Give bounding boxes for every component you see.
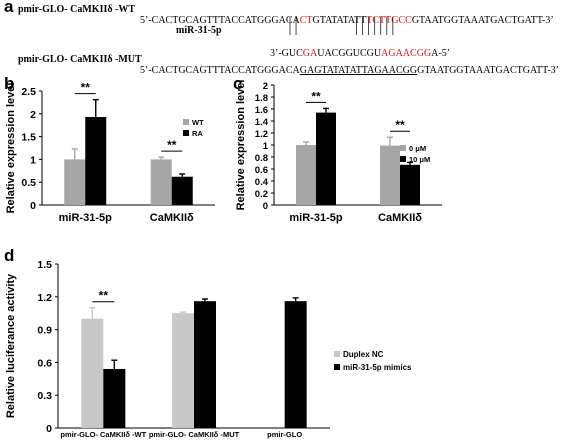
mut-seq-part-1: 5’-CACTGCAGTTTACCATGGGACA — [140, 65, 300, 76]
y-tick-label: 1.2 — [255, 129, 268, 140]
y-tick-label: 2 — [30, 109, 36, 121]
panel-label-b: b — [4, 74, 15, 93]
bar-0-μm — [380, 145, 400, 205]
mir-seq-part-1: 3’-GUC — [270, 48, 303, 59]
y-axis-title: Relative luciferance activity — [5, 273, 17, 418]
wt-sequence: 5’-CACTGCAGTTTACCATGGGACACTGTATATATTTCTT… — [135, 4, 554, 26]
y-tick-label: 1.8 — [255, 93, 268, 104]
significance-label: ** — [395, 118, 405, 132]
mut-seq-part-3: GTAATGGTAAATGACTGATT-3’ — [417, 65, 560, 76]
y-axis-title: Relative expression level — [235, 80, 247, 210]
legend-label: 10 μM — [409, 155, 430, 164]
y-tick-label: 2.5 — [21, 86, 36, 98]
legend-swatch — [400, 145, 406, 151]
wt-seq-part-1: 5’-CACTGCAGTTTACCATGGGACA — [140, 15, 300, 26]
y-tick-label: 2 — [263, 81, 268, 92]
y-tick-label: 1 — [30, 154, 36, 166]
pairing-lines — [289, 17, 394, 35]
x-tick-label: pmir-GLO- CaMKIIδ -WT — [60, 430, 146, 439]
bar-ra — [171, 176, 193, 205]
legend-label: miR-31-5p mimics — [343, 363, 412, 372]
bar-10-μm — [400, 164, 420, 205]
y-tick-label: 0.5 — [21, 177, 36, 189]
bar-0-μm — [296, 145, 316, 205]
bar-duplex-nc — [81, 318, 104, 428]
x-tick-label: CaMKIIδ — [378, 212, 422, 224]
mut-seq-part-2: GAGTATATATTAGAACGG — [299, 65, 418, 76]
mirna-sequence: 3’-GUCGAUACGGUCGUAGAACGGA-5’ — [265, 37, 450, 59]
y-tick-label: 1.6 — [255, 105, 268, 116]
y-tick-label: 1.5 — [21, 132, 36, 144]
x-tick-label: pmir-GLO — [267, 430, 302, 439]
legend-label: WT — [192, 118, 204, 127]
wt-seq-part-5: GTAATGGTAAATGACTGATT-3’ — [411, 15, 554, 26]
chart-b: 0 0.5 1 1.5 2 2.5 Relative expression level ** m… — [5, 81, 215, 224]
panel-label-c: c — [233, 74, 243, 93]
bar-wt — [150, 159, 172, 205]
legend-swatch — [183, 119, 189, 125]
y-tick-label: 1.5 — [37, 259, 52, 271]
y-tick-label: 0.3 — [37, 390, 52, 402]
legend-label: 0 μM — [409, 144, 426, 153]
y-tick-label: 0.6 — [255, 165, 268, 176]
y-tick-label: 0 — [263, 201, 268, 212]
mir-seq-part-3: UACGGUCGU — [317, 48, 382, 59]
legend-swatch — [334, 364, 340, 370]
y-tick-label: 0.8 — [255, 153, 268, 164]
panel-label-a: a — [4, 0, 14, 16]
x-tick-label: miR-31-5p — [59, 212, 112, 224]
significance-label: ** — [99, 289, 109, 303]
y-tick-label: 0 — [30, 200, 36, 212]
y-tick-label: 0 — [46, 423, 52, 435]
legend-swatch — [334, 351, 340, 357]
mir-seq-part-2: GA — [302, 48, 318, 59]
x-tick-label: pmir-GLO- CaMKIIδ -MUT — [149, 430, 240, 439]
legend-swatch — [400, 156, 406, 162]
chart-c: 00.20.40.60.811.21.41.61.82 Relative expr… — [235, 80, 442, 224]
y-tick-label: 0.4 — [255, 177, 269, 188]
y-tick-label: 1 — [263, 141, 269, 152]
legend-label: Duplex NC — [343, 350, 384, 359]
wt-seq-part-2: CT — [299, 15, 313, 26]
y-tick-label: 0.9 — [37, 325, 52, 337]
mir-seq-part-5: A-5’ — [431, 48, 451, 59]
bar-ra — [85, 116, 107, 205]
bar-mir-31-5p-mimics — [194, 301, 216, 428]
legend-swatch — [183, 130, 189, 136]
y-tick-label: 0.6 — [37, 357, 52, 369]
chart-d: 0 0.3 0.6 0.9 1.2 1.5 Relative luciferance act… — [5, 259, 412, 439]
wt-construct-label: pmir-GLO- CaMKIIδ -WT — [18, 4, 136, 15]
bar-10-μm — [316, 112, 336, 205]
panel-label-d: d — [4, 246, 15, 265]
wt-seq-part-4: TCTTGCC — [366, 15, 412, 26]
wt-seq-part-3: GTATATATT — [312, 15, 367, 26]
mut-sequence: 5’-CACTGCAGTTTACCATGGGACAGAGTATATATTAGAA… — [135, 54, 559, 76]
mir-seq-part-4: AGAACGG — [381, 48, 432, 59]
legend-label: RA — [192, 129, 203, 138]
x-tick-label: CaMKIIδ — [150, 212, 194, 224]
y-tick-label: 1.4 — [255, 117, 269, 128]
mirna-label: miR-31-5p — [176, 25, 222, 36]
mut-construct-label: pmir-GLO- CaMKIIδ -MUT — [18, 54, 142, 65]
bar-mir-31-5p-mimics — [284, 301, 307, 428]
bar-wt — [64, 159, 86, 205]
bar-mir-31-5p-mimics — [103, 368, 126, 428]
x-tick-label: miR-31-5p — [289, 212, 342, 224]
y-tick-label: 0.2 — [255, 189, 268, 200]
significance-label: ** — [81, 81, 91, 95]
y-axis-title: Relative expression level — [5, 83, 17, 214]
y-tick-label: 1.2 — [37, 292, 52, 304]
significance-label: ** — [311, 89, 321, 103]
significance-label: ** — [167, 138, 177, 152]
bar-duplex-nc — [172, 313, 194, 428]
